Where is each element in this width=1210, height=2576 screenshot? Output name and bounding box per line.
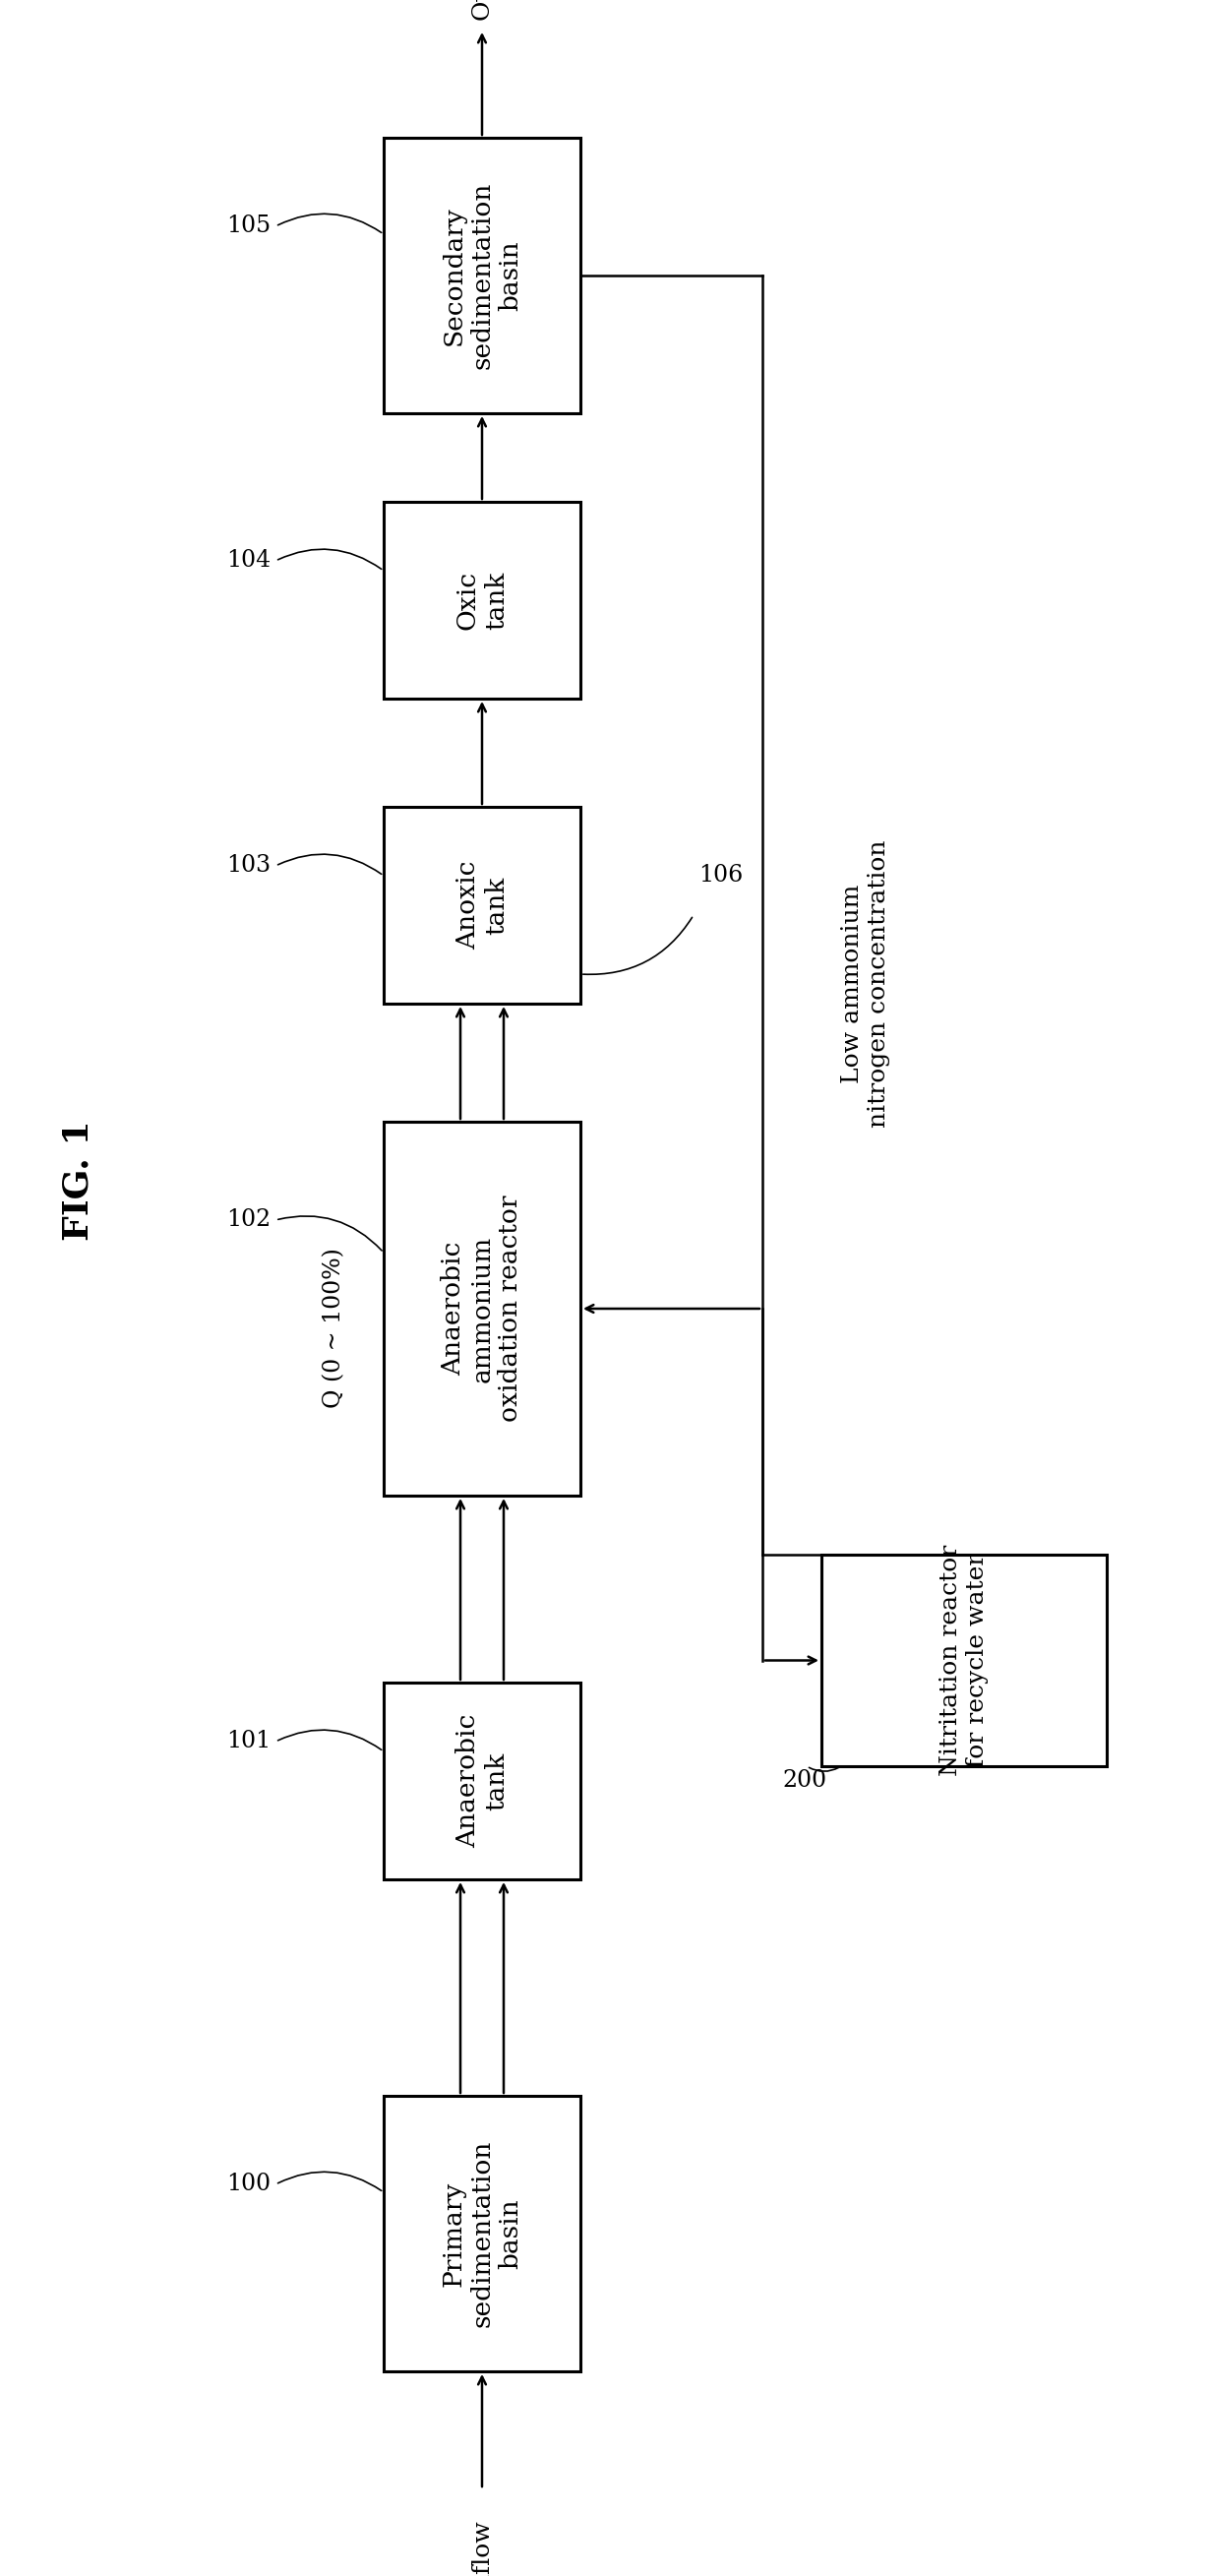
Text: Oxic
tank: Oxic tank [455,572,508,629]
Bar [384,1121,581,1497]
Text: 103: 103 [226,855,271,878]
FancyArrowPatch shape [583,917,692,974]
Text: Anaerobic
tank: Anaerobic tank [455,1713,508,1847]
Text: 100: 100 [226,2174,271,2195]
Text: 102: 102 [226,1208,271,1231]
Text: Outflow: Outflow [471,0,494,21]
Bar [822,1556,1107,1767]
FancyArrowPatch shape [278,855,381,873]
Bar [384,1682,581,1880]
Text: Secondary
sedimentation
basin: Secondary sedimentation basin [442,183,523,368]
FancyArrowPatch shape [278,214,381,232]
Bar [384,806,581,1005]
FancyArrowPatch shape [809,1767,839,1772]
Text: Nitritation reactor
for recycle water: Nitritation reactor for recycle water [940,1546,989,1777]
FancyArrowPatch shape [278,1216,382,1249]
Bar [384,502,581,698]
Text: Primary
sedimentation
basin: Primary sedimentation basin [442,2141,523,2326]
Bar [384,137,581,412]
Text: FIG. 1: FIG. 1 [62,1121,96,1242]
FancyArrowPatch shape [278,549,381,569]
FancyArrowPatch shape [278,1731,381,1749]
FancyArrowPatch shape [278,2172,381,2190]
Bar [384,2097,581,2372]
Text: 104: 104 [226,549,271,572]
Text: Q (0 ~ 100%): Q (0 ~ 100%) [323,1249,346,1409]
Text: Anoxic
tank: Anoxic tank [455,860,508,951]
Text: 200: 200 [782,1770,826,1793]
Text: 106: 106 [698,866,743,886]
Text: 105: 105 [226,214,271,237]
Text: 101: 101 [226,1731,271,1752]
Text: Anaerobic
ammonium
oxidation reactor: Anaerobic ammonium oxidation reactor [442,1195,523,1422]
Text: Inflow: Inflow [471,2519,494,2576]
Text: Low ammonium
nitrogen concentration: Low ammonium nitrogen concentration [841,840,891,1128]
